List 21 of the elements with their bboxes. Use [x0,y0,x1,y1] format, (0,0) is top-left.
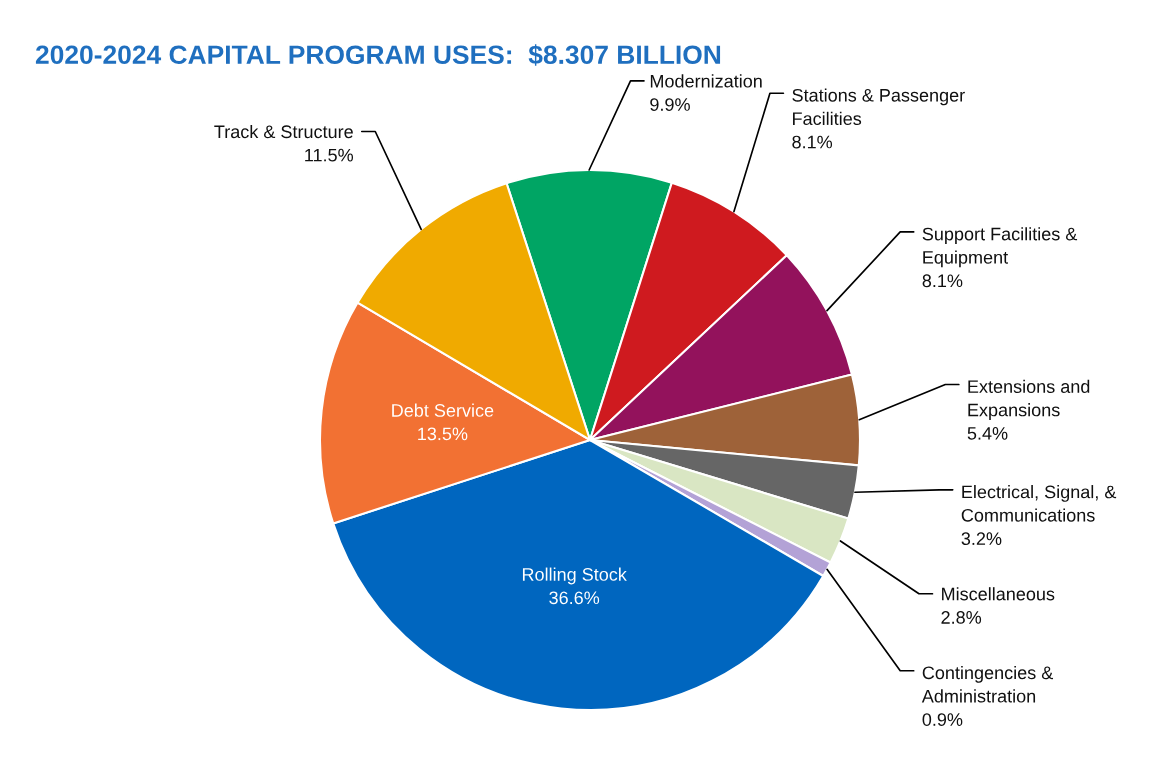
slice-label: Debt Service [392,403,494,417]
slice-label: Miscellaneous [942,587,1055,601]
slice-label: Rolling Stock [522,567,627,585]
data-label: 0.9% [922,713,963,726]
data-label: 13.5% [418,427,468,441]
data-label: 8.1% [792,135,833,149]
data-label: 9.9% [650,98,690,111]
data-label: 3.2% [961,532,1002,546]
data-label: 5.4% [967,427,1008,440]
slice-label: Contingencies & Administration [921,665,1054,703]
data-label: 11.5% [305,148,354,162]
slice-label: Modernization [650,74,762,88]
data-label: 2.8% [941,611,982,624]
slice-label: Stations & Passenger Facilities [792,88,965,126]
slice-label: Extensions and Expansions [968,379,1090,420]
data-label: 8.1% [922,274,963,288]
chart-title: 2020-2024 CAPITAL PROGRAM USES: $8.307 BILLION [35,44,721,66]
slice-label: Electrical, Signal, & Communications [961,485,1117,522]
data-label: 36.6% [549,591,600,605]
slice-label: Support Facilities & Equipment [922,227,1078,268]
slice-label: Track & Structure [214,124,353,139]
